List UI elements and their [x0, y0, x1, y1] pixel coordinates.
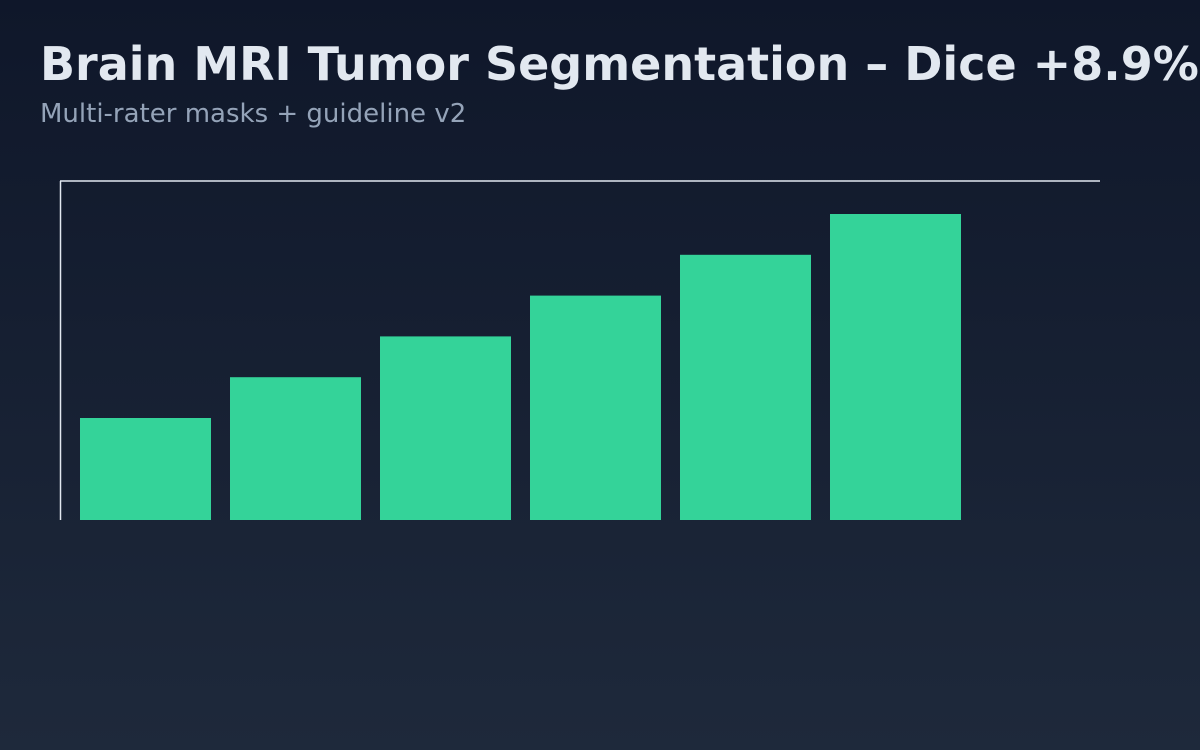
bar — [230, 377, 361, 520]
chart-title: Brain MRI Tumor Segmentation – Dice +8.9… — [40, 37, 1199, 91]
chart-subtitle: Multi-rater masks + guideline v2 — [40, 99, 466, 129]
bar — [830, 214, 961, 520]
bar — [80, 418, 211, 520]
bar — [680, 254, 811, 521]
bar — [530, 295, 661, 520]
bar — [380, 336, 511, 520]
